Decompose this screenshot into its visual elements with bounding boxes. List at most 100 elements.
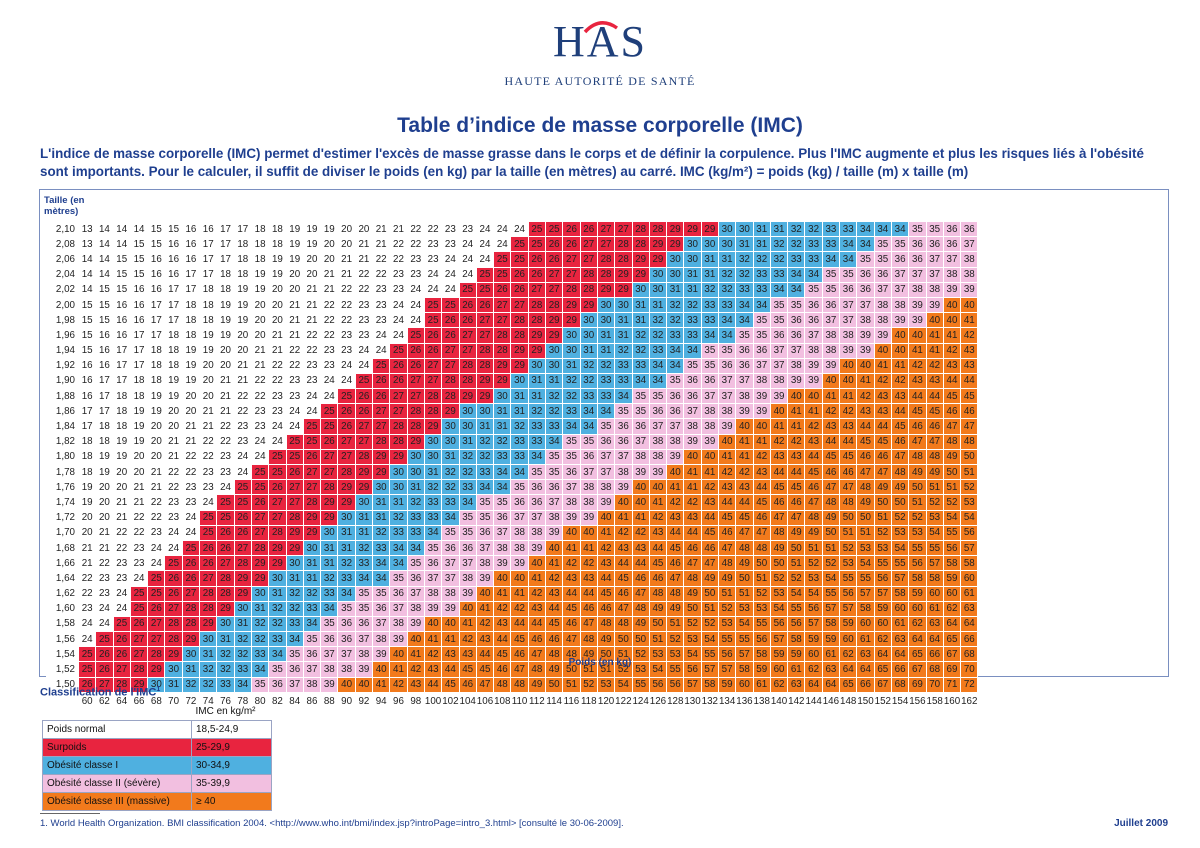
bmi-cell: 47 [752,524,771,541]
bmi-cell: 26 [302,448,322,466]
bmi-cell: 30 [510,372,529,390]
bmi-cell: 49 [804,524,823,541]
bmi-cell: 22 [216,418,235,435]
bmi-cell: 26 [406,342,425,359]
bmi-cell: 54 [925,524,944,541]
table-row: 1,92 16 16 17 17 18 18 19 20 20 21 21 22 22 23 23 24 24 25… [46,357,979,374]
bmi-cell: 20 [268,296,287,314]
bmi-cell: 14 [77,281,97,298]
bmi-cell: 40 [752,418,771,435]
bmi-cell: 39 [648,463,668,481]
bmi-cell: 59 [908,585,927,602]
bmi-cell: 42 [510,600,529,617]
bmi-cell: 34 [458,494,477,511]
bmi-cell: 14 [95,251,114,268]
bmi-cell: 31 [735,236,754,253]
bmi-cell: 33 [302,600,322,617]
bmi-cell: 50 [614,631,633,648]
bmi-cell: 50 [683,600,702,617]
classification-range: ≥ 40 [191,792,272,811]
bmi-cell: 18 [268,236,287,253]
bmi-cell: 54 [683,646,702,663]
bmi-cell: 42 [562,555,581,572]
height-label: 1,72 [46,509,79,526]
bmi-cell: 37 [545,494,564,511]
bmi-cell: 35 [752,327,771,344]
bmi-cell: 49 [925,463,944,481]
bmi-cell: 72 [960,676,979,693]
bmi-cell: 38 [666,433,685,450]
bmi-cell: 20 [354,220,374,238]
bmi-cell: 16 [147,281,166,298]
bmi-cell: 39 [458,585,477,602]
bmi-cell: 34 [527,448,547,466]
bmi-cell: 25 [181,539,201,557]
bmi-cell: 19 [129,418,149,435]
bmi-cell: 54 [735,615,754,633]
bmi-cell: 55 [787,600,806,617]
table-row: 1,54 25 26 26 27 28 29 30 31 32 32 33 34 35 36 37 37 38 39… [46,646,979,663]
bmi-cell: 46 [545,631,564,648]
bmi-cell: 38 [562,494,581,511]
bmi-cell: 20 [216,342,235,359]
bmi-cell: 35 [268,661,287,678]
bmi-cell: 36 [458,539,477,557]
bmi-cell: 44 [908,388,927,405]
bmi-cell: 39 [752,388,771,405]
bmi-cell: 22 [372,266,391,283]
bmi-cell: 42 [804,418,823,435]
bmi-cell: 34 [475,479,495,496]
bmi-cell: 25 [337,388,356,405]
bmi-cell: 43 [960,342,979,359]
bmi-cell: 41 [960,312,979,329]
table-row: 2,00 15 15 16 16 17 17 18 18 19 19 20 20 21 21 22 22 23 23… [46,296,979,314]
bmi-cell: 21 [372,236,391,253]
bmi-cell: 25 [199,524,218,541]
bmi-cell: 19 [199,327,218,344]
bmi-cell: 39 [873,327,892,344]
bmi-cell: 19 [112,448,131,466]
bmi-cell: 41 [406,646,425,663]
bmi-cell: 63 [890,631,910,648]
bmi-cell: 18 [77,463,97,481]
bmi-cell: 61 [787,661,806,678]
bmi-cell: 30 [562,327,581,344]
svg-text:HAS: HAS [553,18,647,66]
bmi-cell: 27 [302,479,322,496]
bmi-cell: 22 [77,570,97,587]
bmi-cell: 49 [821,509,841,526]
bmi-cell: 43 [821,418,841,435]
bmi-cell: 25 [129,600,149,617]
bmi-cell: 51 [821,539,841,557]
bmi-cell: 26 [233,524,252,541]
logo-subtitle: HAUTE AUTORITÉ DE SANTÉ [504,74,696,88]
intro-paragraph: L'indice de masse corporelle (IMC) perme… [40,146,1144,179]
bmi-cell: 41 [683,479,702,496]
bmi-cell: 15 [77,327,97,344]
bmi-cell: 20 [216,357,235,374]
bmi-cell: 31 [320,539,339,557]
bmi-cell: 16 [147,266,166,283]
bmi-cell: 35 [890,236,910,253]
bmi-cell: 21 [95,539,114,557]
bmi-cell: 26 [199,555,218,572]
bmi-cell: 58 [890,585,910,602]
bmi-cell: 35 [562,433,581,450]
bmi-cell: 46 [614,585,633,602]
bmi-cell: 34 [285,631,304,648]
bmi-cell: 47 [856,463,875,481]
bmi-cell: 46 [752,509,771,526]
bmi-cell: 56 [769,615,789,633]
bmi-cell: 19 [129,403,149,420]
bmi-cell: 42 [475,615,495,633]
bmi-cell: 43 [960,357,979,374]
bmi-cell: 40 [735,418,754,435]
bmi-cell: 27 [579,236,598,253]
bmi-cell: 36 [527,479,547,496]
bmi-cell: 40 [337,676,356,693]
bmi-cell: 25 [285,433,304,450]
bmi-cell: 49 [942,448,962,466]
table-row: 1,72 20 20 21 22 22 23 24 25 25 26 27 27 28 29 29 30 31 31… [46,509,979,526]
bmi-cell: 17 [181,281,201,298]
bmi-cell: 33 [423,509,443,526]
